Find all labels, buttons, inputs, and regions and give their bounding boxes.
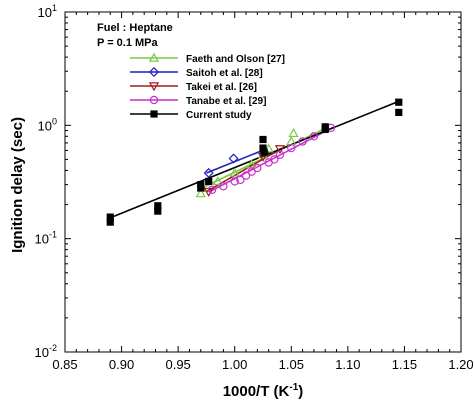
y-tick-label-base: 10 [38,5,52,20]
fit-line-current-study [107,99,402,220]
x-tick-label: 1.10 [335,357,360,372]
point-tanabe-et-al-29 [309,132,319,141]
x-tick-label: 1.00 [222,357,247,372]
y-tick-label: 10-2 [35,343,57,360]
point-current-study [260,148,268,156]
point-current-study [395,108,403,117]
legend-label-takei-et-al-26: Takei et al. [26] [186,82,257,93]
y-tick-label-exponent: 1 [52,3,57,13]
point-faeth-and-olson-27 [195,188,206,198]
legend-marker-tanabe-et-al-29 [149,95,159,105]
legend-marker-current-study [150,110,158,118]
point-current-study [259,135,267,144]
x-axis-title-end: ) [298,383,303,400]
x-axis-title-exponent: -1 [289,382,298,393]
point-tanabe-et-al-29 [230,177,239,186]
point-current-study [395,98,403,106]
x-axis-title: 1000/T (K-1) [223,382,304,400]
y-tick-label: 100 [38,116,57,133]
data-markers [106,98,403,226]
legend-marker-faeth-and-olson-27 [148,52,160,62]
point-current-study [106,213,114,221]
y-tick-label: 101 [38,3,57,20]
point-takei-et-al-26 [274,145,286,155]
point-tanabe-et-al-29 [275,150,285,159]
y-tick-label-exponent: -2 [49,343,57,353]
legend-label-tanabe-et-al-29: Tanabe et al. [29] [186,96,266,107]
y-axis-title: Ignition delay (sec) [9,117,26,253]
point-tanabe-et-al-29 [298,137,307,146]
x-tick-label: 0.90 [109,357,134,372]
x-tick-label: 0.85 [52,357,77,372]
x-tick-label: 1.05 [279,357,304,372]
y-tick-label-exponent: -1 [49,230,57,240]
point-faeth-and-olson-27 [212,176,223,186]
legend: Faeth and Olson [27] Saitoh et al. [28] Ta… [130,52,285,121]
y-tick-label-base: 10 [35,345,49,360]
point-current-study [205,177,213,186]
point-faeth-and-olson-27 [229,167,240,177]
point-faeth-and-olson-27 [286,136,297,146]
point-tanabe-et-al-29 [219,182,228,191]
y-tick-label-base: 10 [38,118,52,133]
x-axis-title-main: 1000/T (K [223,383,290,400]
y-tick-label-exponent: 0 [52,116,57,126]
x-tick-label: 0.95 [165,357,190,372]
legend-marker-takei-et-al-26 [148,82,160,92]
legend-marker-saitoh-et-al-28 [148,66,160,78]
annotation-pressure: P = 0.1 MPa [97,37,159,49]
fit-lines [107,99,402,220]
y-tick-label-base: 10 [35,232,49,247]
plot-frame [64,11,462,353]
legend-label-saitoh-et-al-28: Saitoh et al. [28] [186,68,263,79]
y-tick-label: 10-1 [35,230,57,247]
x-tick-labels: 0.85 0.90 0.95 1.00 1.05 1.10 1.15 1.20 [52,357,473,372]
point-current-study [154,202,162,210]
point-tanabe-et-al-29 [207,185,217,194]
point-tanabe-et-al-29 [253,163,262,173]
point-tanabe-et-al-29 [287,143,296,153]
x-tick-label: 1.20 [448,357,473,372]
point-saitoh-et-al-28 [203,167,214,179]
point-tanabe-et-al-29 [270,155,279,164]
fit-line-saitoh-et-al-28 [206,148,267,174]
point-tanabe-et-al-29 [236,175,245,185]
legend-label-faeth-and-olson-27: Faeth and Olson [27] [186,54,285,65]
point-faeth-and-olson-27 [288,128,299,138]
x-tick-label: 1.15 [392,357,417,372]
point-saitoh-et-al-28 [228,153,239,164]
annotation-fuel: Fuel : Heptane [97,22,173,34]
point-tanabe-et-al-29 [241,171,251,180]
point-current-study [321,125,329,134]
legend-label-current-study: Current study [186,110,252,121]
point-current-study [197,180,205,189]
